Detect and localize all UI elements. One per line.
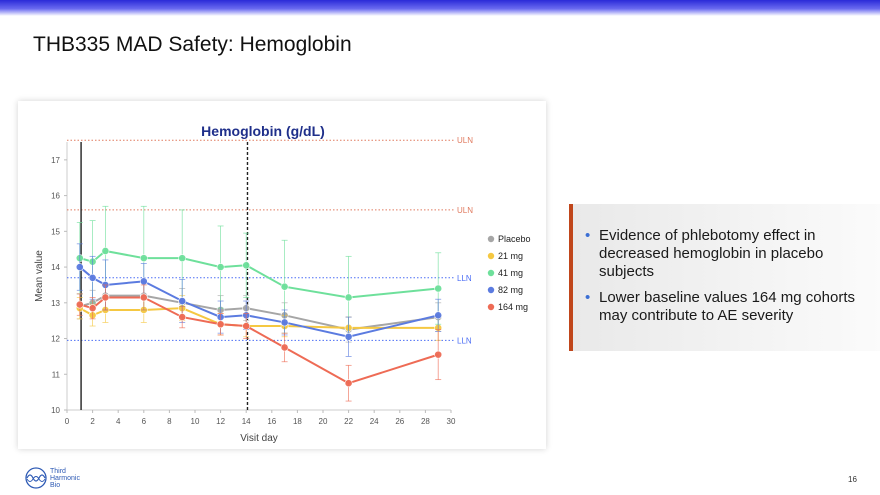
series-line-41-mg bbox=[79, 249, 439, 299]
legend-label-21-mg: 21 mg bbox=[498, 251, 523, 261]
findings-list: • Evidence of phlebotomy effect in decrea… bbox=[573, 227, 880, 333]
data-point-164-mg bbox=[75, 300, 84, 309]
logo-wordmark: Third Harmonic Bio bbox=[50, 468, 80, 489]
bullet-dot-icon: • bbox=[585, 289, 591, 306]
reference-label-uln: ULN bbox=[457, 206, 473, 215]
data-point-82-mg bbox=[178, 297, 187, 305]
reference-label-lln: LLN bbox=[457, 274, 472, 283]
x-axis-label: Visit day bbox=[240, 433, 278, 444]
reference-label-lln: LLN bbox=[457, 336, 472, 345]
finding-text-1: Evidence of phlebotomy effect in decreas… bbox=[599, 227, 824, 280]
data-point-164-mg bbox=[344, 379, 353, 388]
x-tick-label: 20 bbox=[319, 417, 328, 426]
x-tick-label: 10 bbox=[191, 417, 200, 426]
data-point-41-mg bbox=[344, 293, 353, 302]
x-tick-label: 6 bbox=[142, 417, 147, 426]
data-point-164-mg bbox=[101, 293, 110, 302]
slide-title: THB335 MAD Safety: Hemoglobin bbox=[33, 33, 352, 56]
legend-label-164-mg: 164 mg bbox=[498, 302, 528, 312]
legend-label-41-mg: 41 mg bbox=[498, 268, 523, 278]
top-gradient-bar bbox=[0, 0, 880, 16]
legend-marker-21-mg bbox=[487, 252, 495, 260]
reference-label-uln: ULN bbox=[457, 136, 473, 145]
finding-bullet-2: • Lower baseline values 164 mg cohorts ma… bbox=[585, 289, 871, 325]
data-point-164-mg bbox=[178, 313, 187, 321]
y-tick-label: 13 bbox=[51, 299, 60, 308]
x-tick-label: 14 bbox=[242, 417, 251, 426]
data-point-82-mg bbox=[88, 273, 97, 282]
series-line-placebo bbox=[79, 294, 439, 331]
x-tick-label: 4 bbox=[116, 417, 121, 426]
logo-line-1: Third bbox=[50, 468, 66, 475]
y-tick-label: 11 bbox=[52, 370, 61, 379]
data-point-41-mg bbox=[101, 247, 110, 255]
data-point-82-mg bbox=[434, 311, 443, 320]
data-point-164-mg bbox=[216, 320, 225, 329]
data-point-164-mg bbox=[434, 350, 443, 359]
x-tick-label: 12 bbox=[216, 417, 225, 426]
finding-bullet-1: • Evidence of phlebotomy effect in decrea… bbox=[585, 227, 871, 281]
legend-marker-164-mg bbox=[487, 303, 495, 311]
y-tick-label: 14 bbox=[51, 263, 60, 272]
data-point-164-mg bbox=[88, 304, 97, 313]
data-point-41-mg bbox=[216, 263, 225, 271]
x-tick-label: 28 bbox=[421, 417, 430, 426]
x-tick-label: 16 bbox=[267, 417, 276, 426]
data-point-41-mg bbox=[139, 254, 148, 263]
data-point-82-mg bbox=[280, 318, 289, 327]
series-line-21-mg bbox=[79, 307, 439, 329]
chart-card: Hemoglobin (g/dL) 10 11 12 13 14 15 16 17 0 2 4 6 8 10… bbox=[18, 101, 546, 449]
logo-wave-icon bbox=[25, 467, 47, 489]
company-logo: Third Harmonic Bio bbox=[24, 466, 134, 490]
legend-label-placebo: Placebo bbox=[498, 234, 531, 244]
x-tick-label: 26 bbox=[395, 417, 404, 426]
finding-text-2: Lower baseline values 164 mg cohorts may… bbox=[599, 289, 855, 324]
x-tick-label: 2 bbox=[90, 417, 95, 426]
legend-marker-placebo bbox=[487, 235, 495, 243]
data-point-82-mg bbox=[344, 332, 353, 341]
y-tick-label: 17 bbox=[51, 156, 60, 165]
key-findings-callout: • Evidence of phlebotomy effect in decrea… bbox=[569, 204, 880, 351]
x-tick-label: 22 bbox=[344, 417, 353, 426]
data-point-41-mg bbox=[242, 261, 251, 270]
y-tick-label: 15 bbox=[51, 227, 60, 236]
x-tick-label: 8 bbox=[167, 417, 172, 426]
legend-marker-41-mg bbox=[487, 269, 495, 277]
legend-marker-82-mg bbox=[487, 286, 495, 294]
data-point-41-mg bbox=[178, 254, 187, 263]
y-tick-label: 10 bbox=[51, 406, 60, 415]
legend-label-82-mg: 82 mg bbox=[498, 285, 523, 295]
page-number: 16 bbox=[848, 475, 857, 484]
logo-line-2: Harmonic bbox=[50, 475, 80, 482]
chart-title: Hemoglobin (g/dL) bbox=[201, 123, 325, 139]
logo-line-3: Bio bbox=[50, 482, 61, 489]
series-line-82-mg bbox=[79, 266, 439, 338]
bullet-dot-icon: • bbox=[585, 227, 591, 244]
data-point-164-mg bbox=[139, 293, 148, 302]
x-tick-label: 30 bbox=[447, 417, 456, 426]
y-tick-label: 12 bbox=[51, 335, 60, 344]
data-point-82-mg bbox=[75, 263, 84, 271]
data-point-164-mg bbox=[280, 343, 289, 352]
x-tick-label: 18 bbox=[293, 417, 302, 426]
data-point-41-mg bbox=[434, 284, 443, 293]
data-point-82-mg bbox=[139, 277, 148, 286]
y-axis-label: Mean value bbox=[34, 250, 45, 302]
series-line-164-mg bbox=[79, 296, 439, 385]
x-tick-label: 0 bbox=[65, 417, 70, 426]
data-point-164-mg bbox=[242, 322, 251, 330]
y-tick-label: 16 bbox=[51, 192, 60, 201]
data-point-41-mg bbox=[280, 282, 289, 291]
x-tick-label: 24 bbox=[370, 417, 379, 426]
